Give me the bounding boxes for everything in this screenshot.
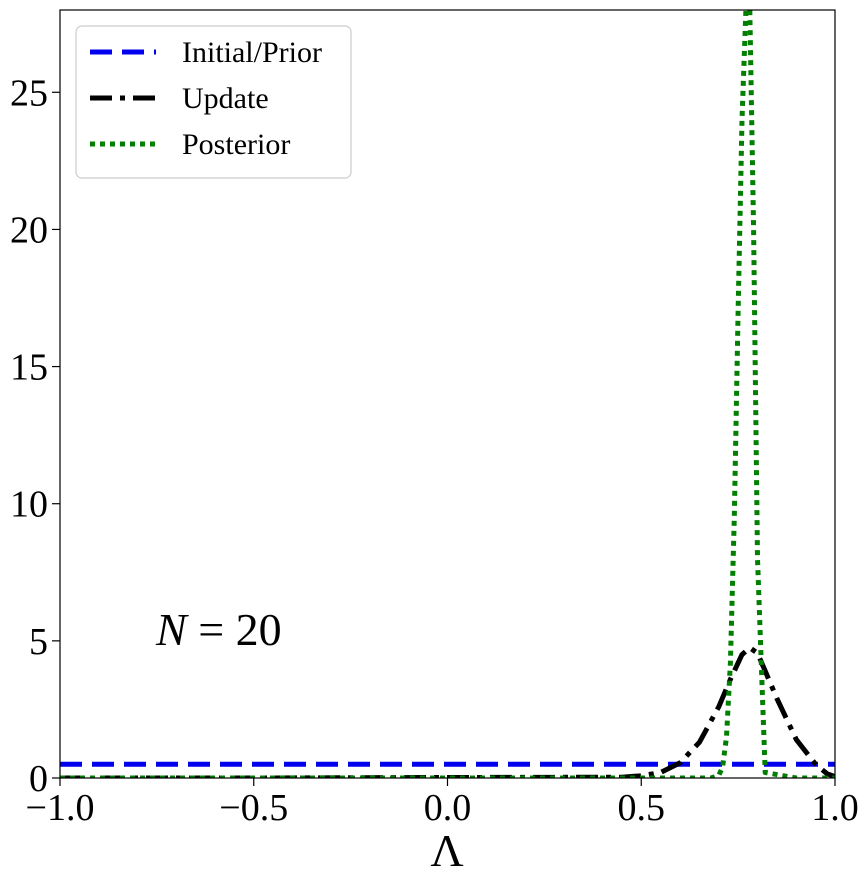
annotation-n-symbol: N: [155, 604, 189, 655]
x-axis-ticks: −1.0 −0.5 0.0 0.5 1.0: [26, 778, 859, 829]
y-tick-label: 20: [10, 209, 48, 251]
y-tick-label: 25: [10, 72, 48, 114]
y-tick-label: 0: [29, 758, 48, 800]
series-layer: [60, 10, 835, 778]
annotation-n-value: = 20: [187, 604, 282, 655]
x-tick-label: 0.0: [424, 787, 472, 829]
legend-label: Posterior: [182, 128, 290, 161]
legend-label: Update: [182, 82, 269, 115]
legend-label: Initial/Prior: [182, 36, 322, 69]
annotation-n: N = 20: [155, 604, 282, 655]
x-tick-label: 1.0: [811, 787, 859, 829]
y-tick-label: 15: [10, 347, 48, 389]
series-line-update: [60, 645, 835, 778]
x-axis-label: Λ: [430, 825, 463, 876]
x-tick-label: −1.0: [26, 787, 95, 829]
x-tick-label: −0.5: [219, 787, 288, 829]
y-axis-ticks: 0 5 10 15 20 25: [10, 72, 60, 800]
legend: Initial/Prior Update Posterior: [75, 25, 352, 179]
x-tick-label: 0.5: [618, 787, 666, 829]
series-line-posterior: [60, 10, 835, 778]
legend-entries: Initial/Prior Update Posterior: [90, 36, 322, 161]
y-tick-label: 5: [29, 621, 48, 663]
y-tick-label: 10: [10, 484, 48, 526]
legend-box: [75, 25, 352, 179]
